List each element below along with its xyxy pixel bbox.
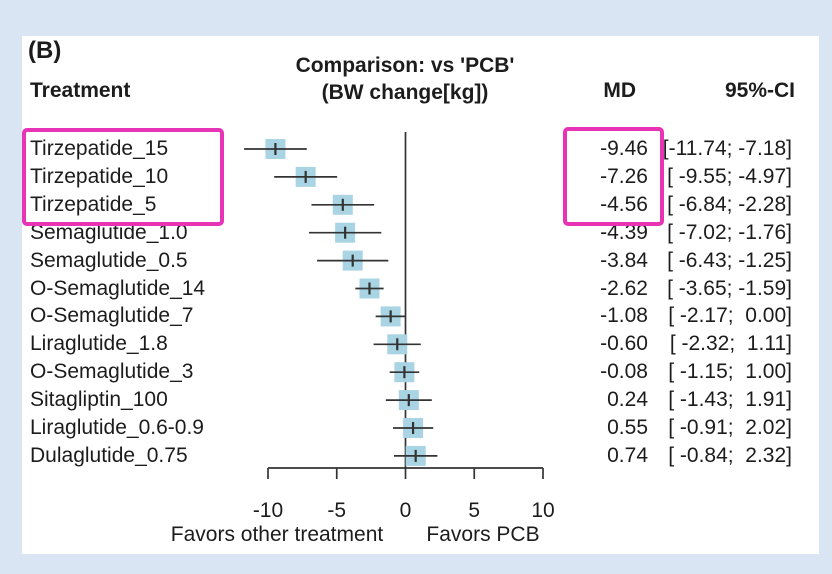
row-ci-value: [ -6.84; -2.28] [667,192,792,216]
row-md-value: -9.46 [600,137,648,160]
md-column-header: MD [603,79,636,102]
favors-right-label: Favors PCB [426,523,540,546]
row-md-value: -2.62 [600,276,648,300]
row-treatment-label: O-Semaglutide_14 [30,276,206,300]
favors-left-label: Favors other treatment [170,523,384,546]
chart-title-block: Comparison: vs 'PCB' (BW change[kg]) [240,52,570,106]
row-ci-value: [ -2.32; 1.11] [669,332,792,356]
row-md-value: 0.74 [607,443,648,467]
row-ci-value: [ -0.84; 2.32] [668,443,792,467]
row-treatment-label: O-Semaglutide_3 [30,360,194,384]
row-ci-value: [-11.74; -7.18] [662,137,792,160]
row-md-value: -4.39 [600,220,648,244]
x-axis-tick-label: 10 [531,499,555,522]
row-ci-value: [ -7.02; -1.76] [667,220,792,244]
row-ci-value: [ -6.43; -1.25] [667,248,792,272]
row-md-value: -7.26 [600,164,648,188]
ci-column-header: 95%-CI [724,79,795,102]
row-md-value: -4.56 [600,192,648,216]
row-treatment-label: Tirzepatide_10 [30,164,169,188]
row-md-value: -1.08 [600,304,648,328]
x-axis-tick-label: -10 [252,499,284,522]
x-axis-tick-label: 5 [468,499,481,522]
row-treatment-label: Tirzepatide_15 [30,137,169,160]
row-ci-value: [ -1.15; 1.00] [668,360,792,384]
treatment-column-header: Treatment [30,79,131,102]
row-md-value: -3.84 [600,248,648,272]
row-md-value: -0.60 [600,332,648,356]
x-axis-tick-label: -5 [327,499,347,522]
row-md-value: 0.24 [607,388,648,412]
row-treatment-label: Tirzepatide_5 [30,192,157,216]
row-ci-value: [ -3.65; -1.59] [667,276,792,300]
row-md-value: -0.08 [600,360,648,384]
chart-title: Comparison: vs 'PCB' [295,54,515,77]
panel-label: (B) [28,37,62,64]
row-ci-value: [ -9.55; -4.97] [667,164,792,188]
row-treatment-label: Semaglutide_0.5 [30,248,188,272]
row-ci-value: [ -2.17; 0.00] [668,304,792,328]
row-treatment-label: Liraglutide_1.8 [30,332,168,356]
x-axis-tick-label: 0 [399,499,412,522]
row-ci-value: [ -0.91; 2.02] [668,416,792,439]
row-ci-value: [ -1.43; 1.91] [668,388,792,412]
row-treatment-label: Liraglutide_0.6-0.9 [30,416,204,439]
row-treatment-label: Semaglutide_1.0 [30,220,188,244]
row-treatment-label: Dulaglutide_0.75 [30,443,188,467]
row-treatment-label: Sitagliptin_100 [30,388,168,412]
chart-subtitle: (BW change[kg]) [321,81,489,104]
row-treatment-label: O-Semaglutide_7 [30,304,194,328]
row-md-value: 0.55 [607,416,648,439]
